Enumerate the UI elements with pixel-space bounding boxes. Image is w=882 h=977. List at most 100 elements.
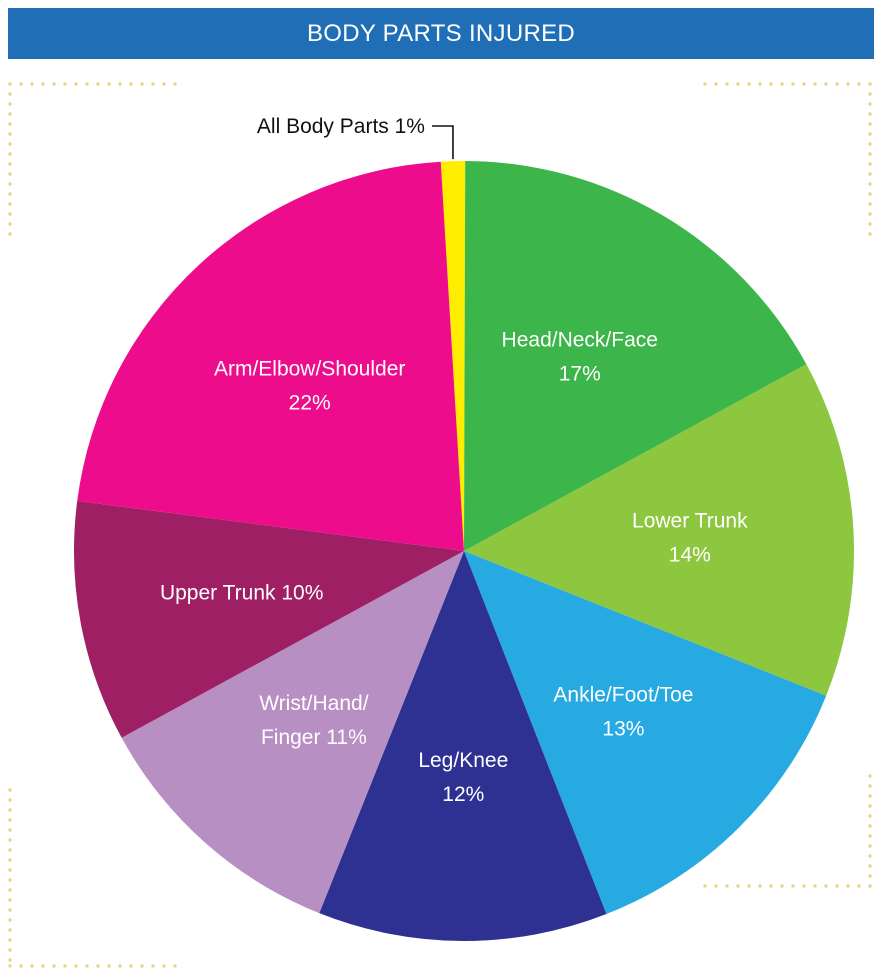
frame-dot [868,102,872,106]
frame-dot [857,884,861,888]
frame-dot [868,794,872,798]
slice-label-arm-elbow-shoulder: 22% [289,392,331,415]
frame-dot [8,808,12,812]
frame-dot [868,844,872,848]
frame-dot [8,182,12,186]
frame-dot [747,82,751,86]
frame-dot [8,232,12,236]
frame-dot [162,964,166,968]
slice-labels: All Body Parts 1% Head/Neck/Face 17% Lower … [160,115,748,806]
frame-dot [8,818,12,822]
chart-title-bar: BODY PARTS INJURED [8,8,874,59]
slice-label-lower-trunk: Lower Trunk [632,510,748,533]
frame-dot [736,884,740,888]
frame-dot [846,82,850,86]
slice-label-lower-trunk: 14% [669,544,711,567]
frame-dot [769,884,773,888]
frame-dot [802,82,806,86]
frame-dot [8,958,12,962]
frame-dot [162,82,166,86]
frame-dot [868,222,872,226]
frame-dot [8,918,12,922]
frame-dot [8,878,12,882]
slice-wrist-hand-finger [121,551,464,914]
frame-dot [747,884,751,888]
dotted-frame [8,82,872,968]
frame-dot [868,162,872,166]
frame-dot [107,82,111,86]
frame-dot [173,964,177,968]
frame-dot [725,884,729,888]
frame-dot [19,964,23,968]
frame-dot [8,92,12,96]
frame-dot [173,82,177,86]
frame-dot [8,898,12,902]
frame-dot [868,122,872,126]
slice-head-neck-face [464,161,807,551]
frame-dot [703,884,707,888]
frame-dot [8,838,12,842]
frame-dot [813,884,817,888]
slice-all-body-parts [440,161,466,551]
frame-dot [8,102,12,106]
frame-dot [824,82,828,86]
frame-dot [868,202,872,206]
callout-leader-line [431,125,454,160]
frame-dot [846,884,850,888]
frame-dot [868,192,872,196]
frame-dot [791,884,795,888]
frame-dot [8,928,12,932]
frame-dot [868,774,872,778]
slice-label-ankle-foot-toe: Ankle/Foot/Toe [553,683,693,706]
frame-dot [758,82,762,86]
frame-dot [96,82,100,86]
frame-dot [868,232,872,236]
frame-dot [813,82,817,86]
frame-dot [8,948,12,952]
frame-dot [107,964,111,968]
frame-dot [868,152,872,156]
frame-dot [868,854,872,858]
frame-dot [8,828,12,832]
frame-dot [140,82,144,86]
frame-dot [868,82,872,86]
frame-dot [8,202,12,206]
frame-dot [8,122,12,126]
frame-dot [8,142,12,146]
frame-dot [714,884,718,888]
chart-title: BODY PARTS INJURED [306,19,576,47]
frame-dot [8,212,12,216]
frame-dot [8,888,12,892]
frame-dot [780,884,784,888]
frame-dot [868,824,872,828]
frame-dot [835,82,839,86]
frame-dot [868,884,872,888]
slice-label-head-neck-face: 17% [559,363,601,386]
frame-dot [758,884,762,888]
slice-ankle-foot-toe [464,551,827,915]
frame-dot [30,82,34,86]
frame-dot [140,964,144,968]
frame-dot [8,112,12,116]
frame-dot [868,132,872,136]
frame-dot [868,182,872,186]
frame-dot [868,864,872,868]
frame-dot [8,848,12,852]
frame-dot [835,884,839,888]
frame-dot [118,964,122,968]
slice-label-leg-knee: 12% [442,783,484,806]
frame-dot [8,868,12,872]
frame-dot [96,964,100,968]
frame-dot [74,964,78,968]
slice-leg-knee [319,551,607,942]
frame-dot [8,788,12,792]
frame-dot [85,82,89,86]
frame-dot [8,162,12,166]
frame-dot [8,964,12,968]
frame-dot [63,964,67,968]
frame-dot [802,884,806,888]
frame-dot [129,964,133,968]
slice-label-all-body-parts: All Body Parts 1% [257,115,425,138]
frame-dot [8,172,12,176]
